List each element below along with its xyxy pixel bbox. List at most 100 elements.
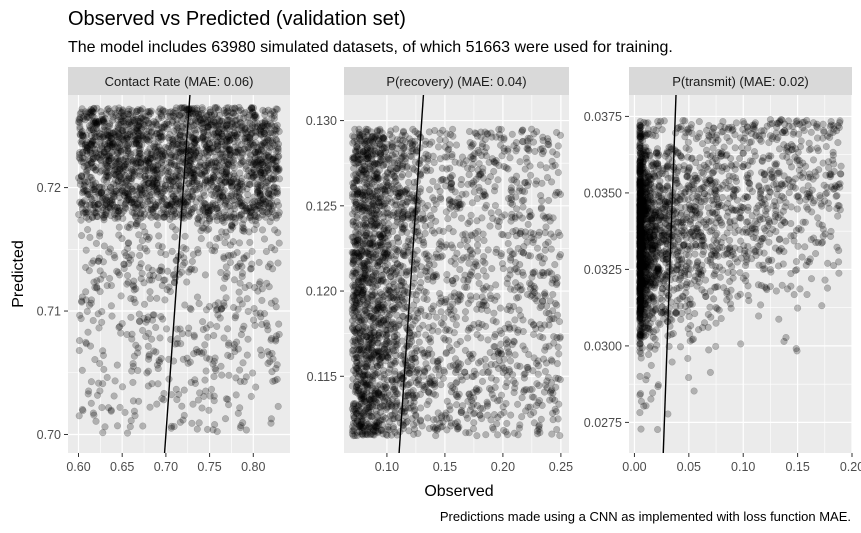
data-point [257, 169, 265, 177]
data-point [258, 207, 266, 215]
data-point [160, 155, 168, 164]
data-point [175, 172, 183, 180]
chart-subtitle: The model includes 63980 simulated datas… [68, 39, 673, 56]
data-point [209, 172, 217, 180]
data-point [149, 176, 157, 184]
data-point [220, 253, 228, 261]
data-point [248, 103, 256, 112]
data-point [87, 200, 95, 208]
data-point [175, 390, 183, 398]
data-point [191, 126, 199, 134]
data-point [95, 118, 103, 126]
data-point [230, 129, 238, 137]
data-point [93, 104, 101, 112]
data-point [249, 108, 257, 116]
data-point [539, 133, 547, 141]
data-point [491, 383, 499, 391]
data-point [240, 216, 248, 224]
data-point [490, 167, 498, 175]
data-point [457, 180, 465, 189]
data-point [114, 148, 122, 156]
data-point [138, 201, 146, 209]
data-point [89, 163, 97, 171]
data-point [121, 192, 129, 200]
data-point [117, 147, 125, 155]
data-point [220, 302, 228, 310]
data-point [128, 208, 136, 216]
data-point [274, 402, 282, 410]
data-point [259, 106, 267, 114]
data-point [219, 284, 228, 292]
data-point [107, 281, 115, 290]
data-point [202, 324, 211, 332]
data-point [174, 139, 182, 148]
data-point [274, 229, 282, 237]
data-point [78, 105, 86, 113]
data-point [220, 213, 228, 221]
data-point [237, 153, 245, 162]
data-point [111, 210, 119, 218]
x-tick-label: 0.75 [197, 460, 221, 474]
data-point [130, 128, 138, 136]
data-point [260, 235, 269, 243]
data-point [270, 172, 278, 180]
data-point [262, 200, 270, 208]
data-point [100, 242, 108, 250]
data-point [190, 144, 198, 152]
data-point [269, 154, 277, 162]
data-point [85, 156, 93, 164]
data-point [124, 181, 132, 189]
data-point [232, 132, 240, 140]
data-point [529, 367, 537, 375]
data-point [92, 149, 100, 157]
data-point [122, 189, 130, 197]
data-point [108, 140, 116, 149]
data-point [192, 129, 200, 137]
data-point [196, 161, 204, 169]
data-point [416, 271, 425, 279]
data-point [190, 331, 198, 339]
data-point [265, 193, 273, 202]
data-point [117, 175, 125, 183]
data-point [199, 202, 207, 210]
data-point [430, 196, 438, 204]
data-point [87, 111, 95, 119]
data-point [87, 132, 95, 140]
data-point [257, 125, 265, 133]
data-point [141, 166, 149, 174]
data-point [543, 302, 551, 310]
data-point [146, 288, 154, 296]
data-point [204, 145, 212, 153]
data-point [181, 232, 189, 240]
data-point [241, 207, 249, 215]
data-point [78, 137, 86, 145]
data-point [97, 275, 105, 283]
data-point [256, 126, 264, 134]
data-point [541, 367, 549, 375]
data-point [224, 142, 232, 150]
data-point [554, 142, 562, 150]
data-point [79, 407, 87, 415]
data-point [98, 167, 106, 175]
data-point [512, 265, 520, 273]
data-point [169, 192, 177, 201]
data-point [234, 146, 242, 154]
data-point [87, 160, 95, 168]
data-point [123, 196, 131, 204]
data-point [78, 199, 86, 207]
strip-label: Contact Rate (MAE: 0.06) [105, 74, 254, 89]
data-point [196, 389, 204, 397]
data-point [260, 310, 269, 318]
data-point [481, 128, 489, 136]
data-point [410, 421, 418, 429]
data-point [225, 401, 233, 409]
data-point [510, 429, 518, 437]
data-point [185, 207, 193, 215]
data-point [435, 227, 443, 235]
data-point [222, 121, 231, 129]
data-point [93, 391, 102, 399]
data-point [247, 159, 255, 167]
data-point [367, 250, 375, 258]
data-point [169, 140, 177, 148]
data-point [83, 307, 91, 315]
